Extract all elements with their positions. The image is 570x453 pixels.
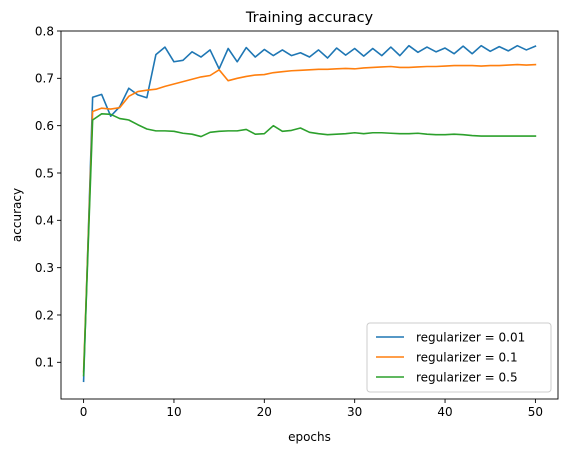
series-line-1 [82, 44, 537, 383]
series-line-2 [82, 63, 537, 373]
y-tick-label: 0.8 [35, 24, 54, 38]
legend-entry: regularizer = 0.1 [416, 350, 518, 364]
y-tick-label: 0.3 [35, 261, 54, 275]
y-tick-label: 0.2 [35, 308, 54, 322]
series-line-3 [82, 113, 537, 377]
y-tick-label: 0.4 [35, 214, 54, 228]
legend: regularizer = 0.01 regularizer = 0.1 regul… [366, 322, 552, 393]
x-tick-label: 30 [347, 405, 362, 419]
y-tick-label: 0.6 [35, 119, 54, 133]
legend-entry: regularizer = 0.5 [416, 370, 518, 384]
legend-entry: regularizer = 0.01 [416, 330, 525, 344]
chart-title: Training accuracy [245, 10, 374, 26]
plot-area: 0 10 20 30 40 50 0.1 0.2 0.3 0.4 0.5 0.6 0.7 0.8 regul… [35, 24, 559, 419]
legend-box [366, 322, 552, 393]
x-tick-label: 50 [528, 405, 543, 419]
axes-frame [60, 30, 559, 400]
x-axis-label: epochs [288, 430, 331, 444]
x-tick-label: 20 [257, 405, 272, 419]
y-axis-label: accuracy [10, 188, 24, 242]
y-tick-label: 0.7 [35, 72, 54, 86]
x-tick-label: 0 [80, 405, 88, 419]
x-tick-label: 40 [437, 405, 452, 419]
y-tick-label: 0.1 [35, 356, 54, 370]
x-tick-label: 10 [166, 405, 181, 419]
y-tick-label: 0.5 [35, 166, 54, 180]
